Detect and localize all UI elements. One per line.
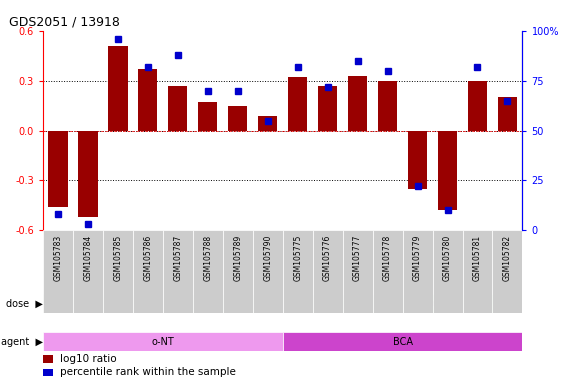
Bar bbox=[223, 230, 253, 313]
Text: GSM105788: GSM105788 bbox=[203, 235, 212, 281]
Bar bbox=[463, 294, 522, 313]
Bar bbox=[73, 230, 103, 313]
Bar bbox=[168, 86, 187, 131]
Bar bbox=[372, 230, 403, 313]
Bar bbox=[198, 102, 218, 131]
Text: GSM105786: GSM105786 bbox=[143, 235, 152, 281]
Bar bbox=[43, 355, 53, 362]
Text: GSM105780: GSM105780 bbox=[443, 235, 452, 281]
Text: dose  ▶: dose ▶ bbox=[6, 298, 43, 308]
Text: o-NT: o-NT bbox=[151, 337, 174, 347]
Text: agent  ▶: agent ▶ bbox=[1, 337, 43, 347]
Text: GSM105776: GSM105776 bbox=[323, 235, 332, 281]
Text: GSM105782: GSM105782 bbox=[503, 235, 512, 281]
Bar bbox=[288, 77, 307, 131]
Text: BCA: BCA bbox=[392, 337, 413, 347]
Text: 250 mg/l: 250 mg/l bbox=[323, 299, 363, 308]
Text: GSM105784: GSM105784 bbox=[83, 235, 93, 281]
Bar bbox=[498, 97, 517, 131]
Bar bbox=[258, 116, 278, 131]
Text: GSM105789: GSM105789 bbox=[233, 235, 242, 281]
Text: GDS2051 / 13918: GDS2051 / 13918 bbox=[9, 15, 120, 28]
Bar bbox=[283, 332, 522, 351]
Bar bbox=[318, 86, 337, 131]
Bar bbox=[348, 76, 367, 131]
Bar bbox=[463, 230, 492, 313]
Text: GSM105790: GSM105790 bbox=[263, 235, 272, 281]
Text: 1000 mg/l: 1000 mg/l bbox=[469, 299, 516, 308]
Text: 500 mg/l: 500 mg/l bbox=[412, 299, 453, 308]
Bar bbox=[138, 69, 158, 131]
Bar bbox=[43, 369, 53, 376]
Text: 1250 ppm: 1250 ppm bbox=[80, 299, 126, 308]
Bar bbox=[433, 230, 463, 313]
Text: GSM105785: GSM105785 bbox=[113, 235, 122, 281]
Bar bbox=[493, 230, 522, 313]
Bar bbox=[468, 81, 487, 131]
Bar bbox=[193, 230, 223, 313]
Bar bbox=[438, 131, 457, 210]
Bar bbox=[132, 230, 163, 313]
Bar bbox=[103, 230, 132, 313]
Bar bbox=[228, 106, 247, 131]
Text: GSM105787: GSM105787 bbox=[173, 235, 182, 281]
Bar bbox=[163, 294, 283, 313]
Bar bbox=[43, 294, 163, 313]
Text: log10 ratio: log10 ratio bbox=[59, 354, 116, 364]
Bar bbox=[253, 230, 283, 313]
Bar bbox=[403, 230, 433, 313]
Bar bbox=[108, 46, 127, 131]
Bar bbox=[163, 230, 193, 313]
Bar bbox=[378, 81, 397, 131]
Bar bbox=[283, 294, 403, 313]
Bar bbox=[408, 131, 427, 189]
Bar bbox=[403, 294, 463, 313]
Text: GSM105777: GSM105777 bbox=[353, 235, 362, 281]
Text: GSM105778: GSM105778 bbox=[383, 235, 392, 281]
Text: percentile rank within the sample: percentile rank within the sample bbox=[59, 367, 235, 377]
Bar bbox=[43, 332, 283, 351]
Text: GSM105781: GSM105781 bbox=[473, 235, 482, 281]
Text: GSM105775: GSM105775 bbox=[293, 235, 302, 281]
Bar bbox=[78, 131, 98, 217]
Bar bbox=[313, 230, 343, 313]
Bar bbox=[48, 131, 67, 207]
Text: GSM105779: GSM105779 bbox=[413, 235, 422, 281]
Bar bbox=[343, 230, 373, 313]
Bar bbox=[43, 230, 73, 313]
Text: GSM105783: GSM105783 bbox=[53, 235, 62, 281]
Bar bbox=[283, 230, 313, 313]
Text: 2000 ppm: 2000 ppm bbox=[200, 299, 246, 308]
